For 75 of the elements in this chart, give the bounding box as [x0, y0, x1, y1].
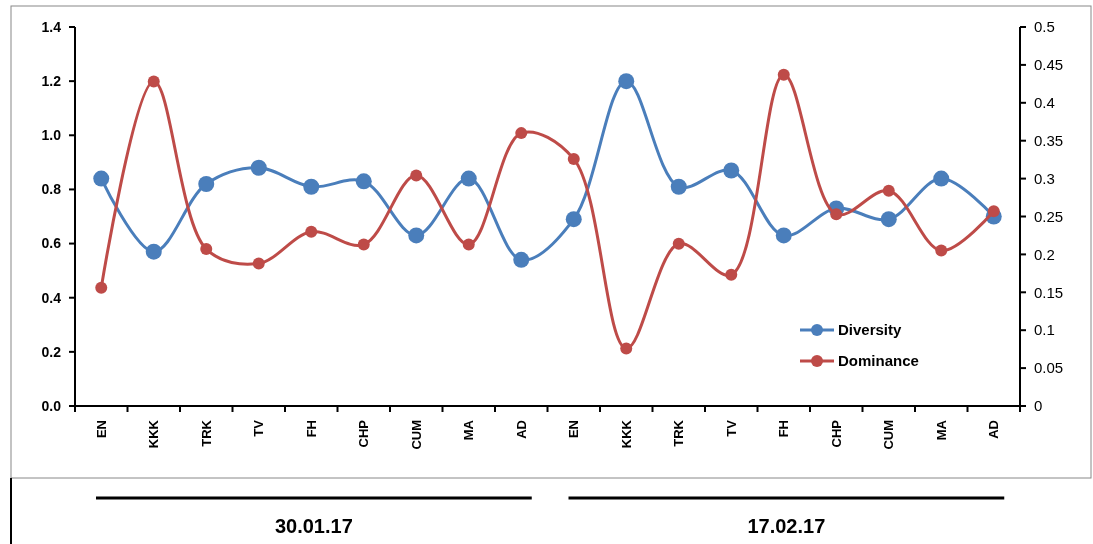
x-tick-label: TRK: [671, 419, 687, 447]
y2-tick-label: 0.15: [1034, 283, 1064, 301]
point: [513, 251, 530, 268]
x-tick-label: CUM: [408, 420, 424, 450]
point: [200, 243, 213, 256]
y2-tick-label: 0: [1034, 397, 1043, 415]
point: [880, 211, 897, 228]
point: [147, 75, 160, 88]
point: [565, 211, 582, 228]
point: [355, 173, 372, 190]
legend-label: Diversity: [838, 321, 903, 339]
point: [935, 244, 948, 257]
point: [723, 162, 740, 179]
x-tick-label: FH: [776, 420, 792, 438]
point: [305, 225, 318, 238]
point: [198, 176, 215, 193]
y2-tick-label: 0.4: [1034, 94, 1055, 112]
y-tick-label: 0.4: [41, 289, 62, 306]
point: [672, 237, 685, 250]
x-tick-label: EN: [566, 420, 582, 439]
point: [620, 342, 633, 355]
point: [618, 73, 635, 90]
point: [93, 170, 110, 187]
x-tick-label: CHP: [356, 419, 372, 448]
x-tick-label: MA: [461, 419, 477, 441]
x-tick-label: AD: [513, 420, 529, 439]
y-tick-label: 1.0: [41, 127, 62, 144]
y2-tick-label: 0.05: [1034, 359, 1064, 377]
y2-tick-label: 0.25: [1034, 207, 1064, 225]
y2-tick-label: 0.3: [1034, 169, 1055, 187]
point: [357, 238, 370, 251]
y-tick-label: 1.2: [41, 73, 62, 90]
x-tick-label: CHP: [828, 419, 844, 448]
text: 30.01.17: [274, 515, 353, 537]
x-tick-label: KKK: [618, 419, 634, 449]
point: [775, 227, 792, 244]
y-tick-label: 0.6: [41, 235, 62, 252]
x-tick-label: AD: [986, 420, 1002, 439]
y-tick-label: 0.8: [41, 181, 62, 198]
point: [410, 169, 423, 182]
point: [252, 257, 265, 270]
point: [933, 170, 950, 187]
point: [462, 238, 475, 251]
x-tick-label: KKK: [146, 419, 162, 449]
point: [670, 178, 687, 195]
point: [987, 205, 1000, 218]
y2-tick-label: 0.45: [1034, 56, 1064, 74]
point: [95, 281, 108, 294]
x-tick-label: EN: [93, 420, 109, 439]
x-tick-label: MA: [933, 419, 949, 441]
point: [725, 268, 738, 281]
y2-tick-label: 0.2: [1034, 245, 1055, 263]
text: 17.02.17: [747, 515, 826, 537]
y2-tick-label: 0.1: [1034, 321, 1055, 339]
x-tick-label: TV: [723, 419, 739, 437]
y-tick-label: 0.0: [41, 397, 62, 414]
point: [408, 227, 425, 244]
x-tick-label: FH: [303, 420, 319, 438]
point: [303, 178, 320, 195]
point: [460, 170, 477, 187]
point: [777, 68, 790, 81]
point: [567, 152, 580, 165]
point: [515, 127, 528, 140]
legend-label: Dominance: [838, 352, 919, 370]
y-tick-label: 0.2: [41, 343, 62, 360]
point: [145, 243, 162, 260]
x-tick-label: TV: [251, 419, 267, 437]
point: [250, 159, 267, 176]
y2-tick-label: 0.35: [1034, 131, 1064, 149]
y2-tick-label: 0.5: [1034, 18, 1055, 36]
point: [830, 208, 843, 221]
x-tick-label: TRK: [198, 419, 214, 447]
x-tick-label: CUM: [881, 420, 897, 450]
point: [882, 184, 895, 197]
y-tick-label: 1.4: [41, 18, 62, 35]
